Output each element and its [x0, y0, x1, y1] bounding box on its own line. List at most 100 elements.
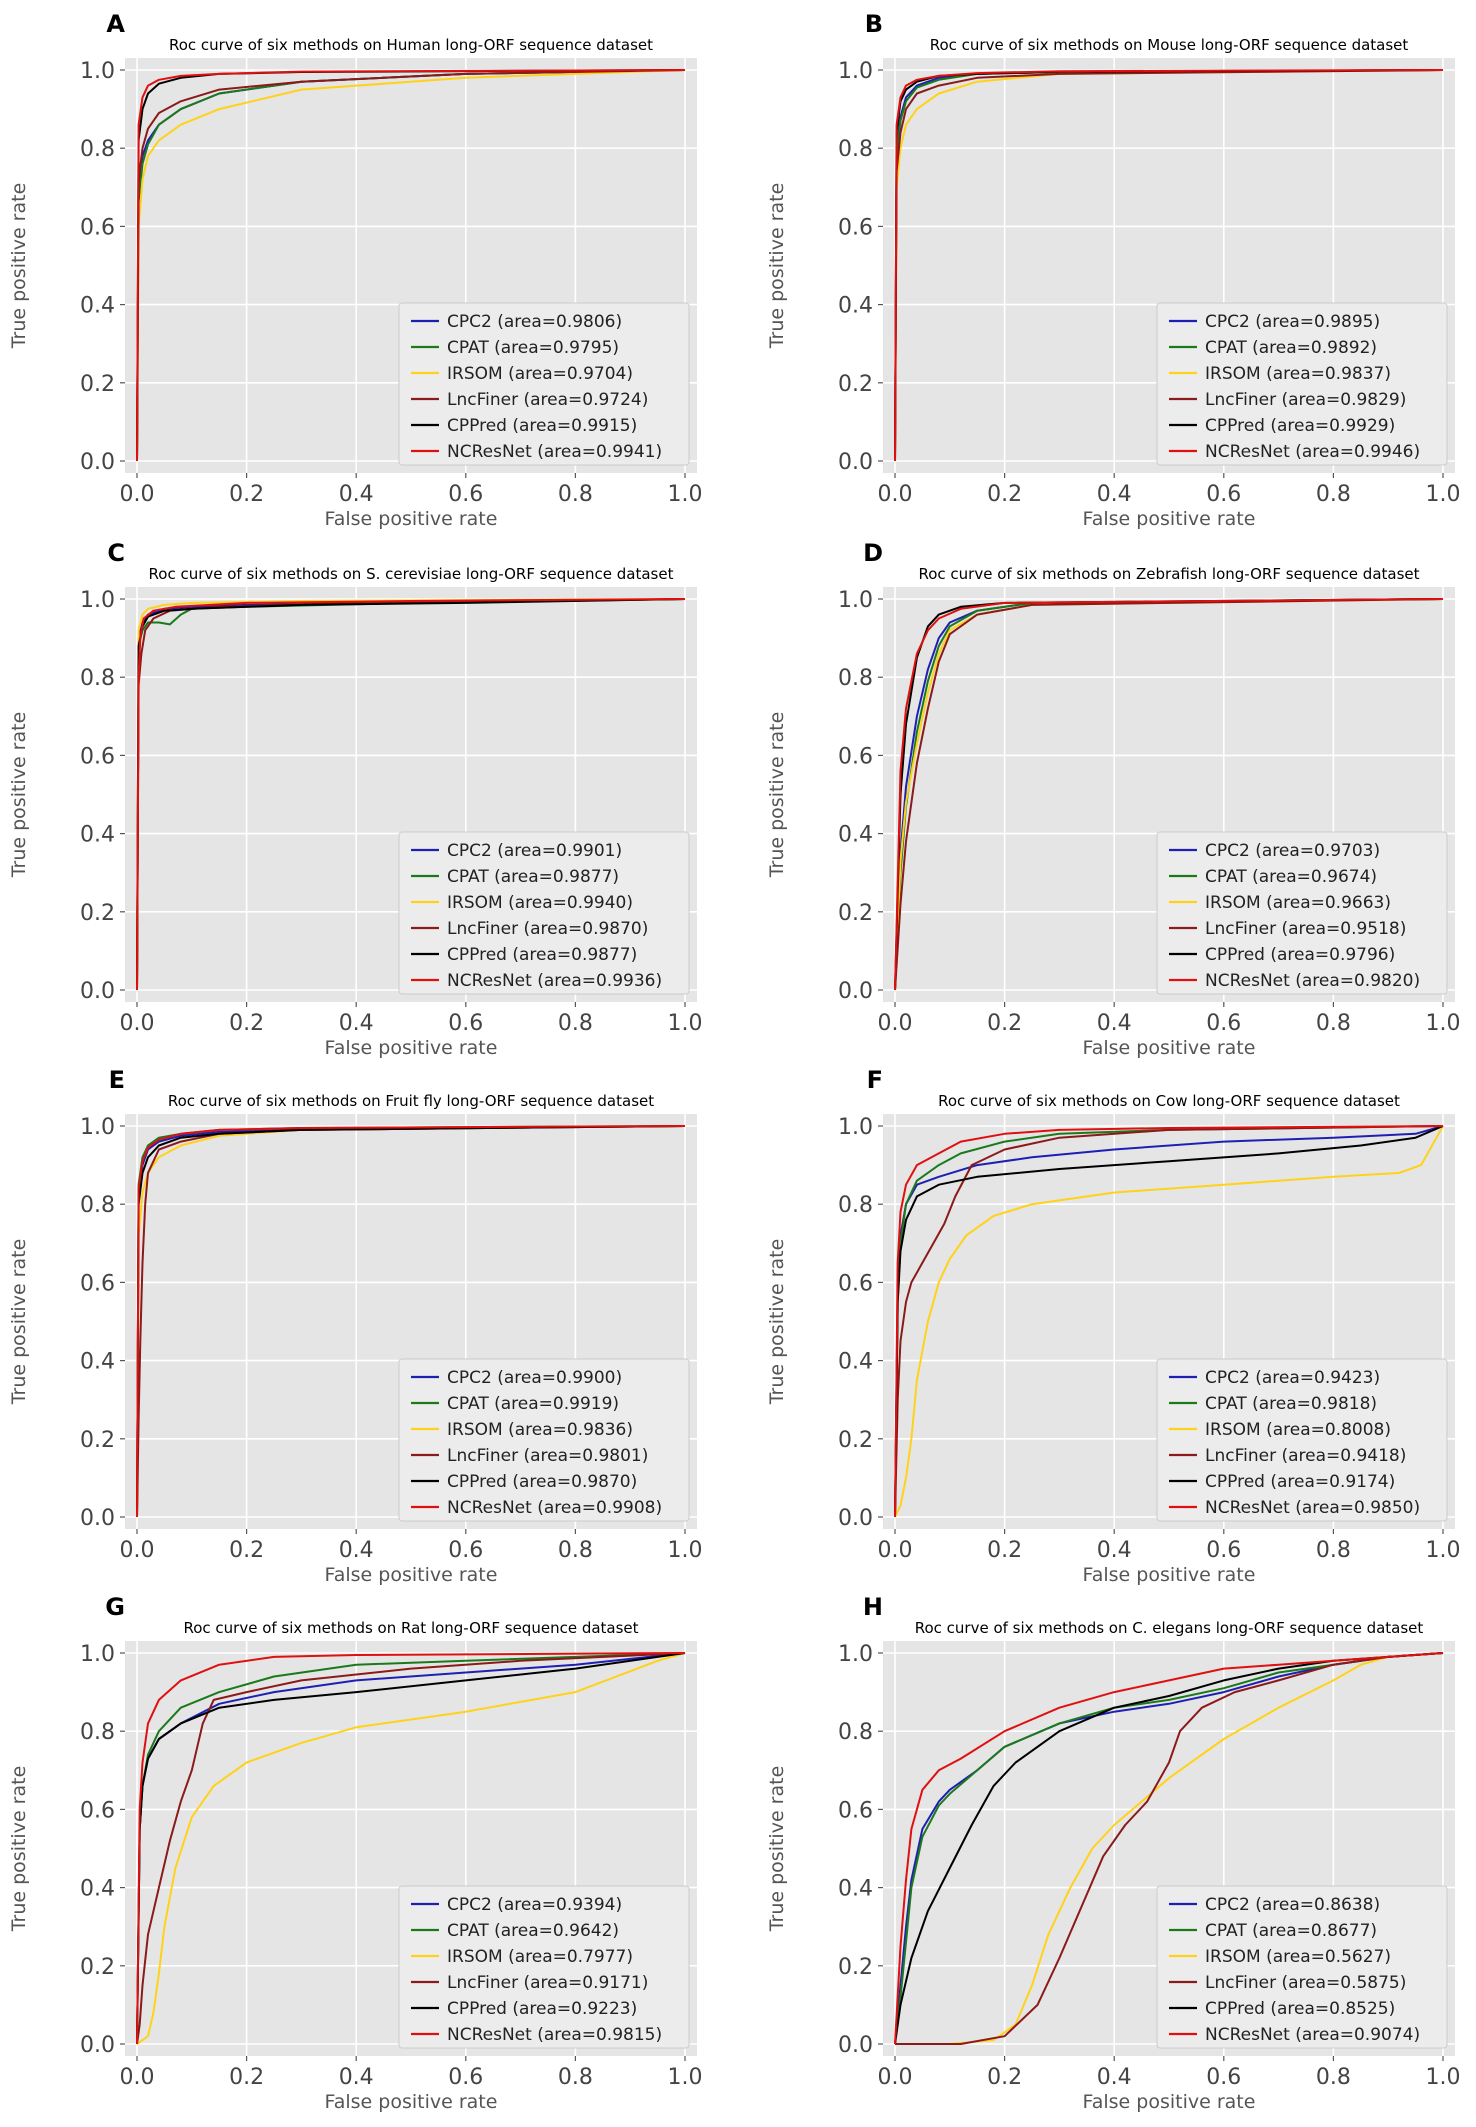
x-tick-label: 0.2 [987, 2065, 1022, 2090]
y-tick-label: 0.0 [838, 1506, 873, 1531]
legend-entry-cppred: CPPred (area=0.9174) [1205, 1472, 1395, 1492]
roc-line-lncfiner [895, 1652, 1444, 2045]
y-tick-label: 0.0 [80, 450, 115, 475]
x-tick-label: 0.0 [878, 2065, 913, 2090]
x-tick-label: 0.2 [987, 482, 1022, 507]
x-tick-label: 0.2 [229, 2065, 264, 2090]
roc-line-ncresnet [894, 1125, 1444, 1518]
x-tick-label: 0.4 [1097, 2065, 1132, 2090]
y-tick-label: 0.6 [80, 744, 115, 769]
x-tick-label: 1.0 [1426, 482, 1461, 507]
y-tick-label: 0.0 [838, 2033, 873, 2058]
y-tick-label: 0.2 [80, 372, 115, 397]
x-tick-label: 1.0 [668, 1538, 703, 1563]
y-tick-label: 0.0 [838, 450, 873, 475]
chart-title: Roc curve of six methods on Rat long-ORF… [183, 1619, 638, 1637]
legend-entry-irsom: IRSOM (area=0.9836) [447, 1420, 633, 1440]
y-tick-label: 1.0 [80, 59, 115, 84]
roc-line-lncfiner [894, 69, 1444, 462]
x-tick-label: 0.4 [339, 1011, 374, 1036]
y-axis-label: True positive rate [8, 1766, 30, 1933]
y-tick-label: 1.0 [838, 588, 873, 613]
legend-box [1156, 831, 1448, 995]
y-axis-label: True positive rate [8, 183, 30, 350]
x-tick-label: 0.8 [1316, 1538, 1351, 1563]
y-tick-label: 1.0 [838, 1115, 873, 1140]
legend-entry-cppred: CPPred (area=0.9915) [447, 416, 637, 436]
legend-entry-cppred: CPPred (area=0.9796) [1205, 945, 1395, 965]
x-tick-label: 0.4 [339, 2065, 374, 2090]
y-tick-label: 0.8 [838, 666, 873, 691]
legend-entry-ncresnet: NCResNet (area=0.9936) [447, 971, 662, 991]
legend-entry-cpat: CPAT (area=0.9919) [447, 1394, 619, 1414]
legend-box [398, 302, 690, 466]
legend-entry-lncfiner: LncFiner (area=0.9418) [1205, 1446, 1406, 1466]
x-tick-label: 0.2 [229, 482, 264, 507]
x-tick-label: 0.6 [448, 1011, 483, 1036]
legend-entry-ncresnet: NCResNet (area=0.9850) [1205, 1498, 1420, 1518]
roc-line-ncresnet [894, 69, 1444, 462]
y-tick-label: 0.6 [838, 1798, 873, 1823]
y-tick-label: 1.0 [838, 1642, 873, 1667]
legend-entry-cpat: CPAT (area=0.9795) [447, 338, 619, 358]
legend-entry-ncresnet: NCResNet (area=0.9941) [447, 442, 662, 462]
y-tick-label: 0.2 [838, 372, 873, 397]
panel-letter: E [109, 1066, 125, 1094]
chart-panel-f: F Roc curve of six methods on Cow long-OR… [766, 1066, 1461, 1586]
legend-entry-cpat: CPAT (area=0.9892) [1205, 338, 1377, 358]
chart-title: Roc curve of six methods on S. cerevisia… [149, 565, 674, 583]
x-tick-label: 0.4 [1097, 1011, 1132, 1036]
x-tick-label: 0.8 [558, 1538, 593, 1563]
y-tick-label: 0.2 [838, 1428, 873, 1453]
x-tick-label: 0.0 [878, 1011, 913, 1036]
roc-line-lncfiner [894, 598, 1444, 991]
chart-panel-e: E Roc curve of six methods on Fruit fly l… [8, 1066, 703, 1586]
y-tick-label: 0.6 [80, 215, 115, 240]
y-tick-label: 0.0 [80, 979, 115, 1004]
y-axis-label: True positive rate [766, 712, 788, 879]
y-tick-label: 0.8 [838, 1193, 873, 1218]
x-tick-label: 0.0 [120, 1011, 155, 1036]
y-tick-label: 0.4 [80, 1350, 115, 1375]
panel-letter: B [865, 10, 883, 38]
y-tick-label: 0.6 [838, 744, 873, 769]
roc-line-ncresnet [894, 1652, 1444, 2045]
legend-entry-lncfiner: LncFiner (area=0.9870) [447, 919, 648, 939]
legend-entry-cpat: CPAT (area=0.8677) [1205, 1921, 1377, 1941]
x-axis-label: False positive rate [1083, 1037, 1256, 1059]
y-tick-label: 0.8 [80, 1720, 115, 1745]
legend-entry-lncfiner: LncFiner (area=0.5875) [1205, 1973, 1406, 1993]
x-tick-label: 0.4 [339, 482, 374, 507]
x-tick-label: 0.8 [1316, 482, 1351, 507]
x-tick-label: 0.2 [229, 1011, 264, 1036]
y-tick-label: 0.2 [838, 901, 873, 926]
legend-entry-cppred: CPPred (area=0.9877) [447, 945, 637, 965]
roc-line-lncfiner [136, 69, 686, 462]
y-tick-label: 0.0 [838, 979, 873, 1004]
y-tick-label: 0.8 [80, 666, 115, 691]
legend-entry-irsom: IRSOM (area=0.9940) [447, 893, 633, 913]
x-tick-label: 0.4 [1097, 482, 1132, 507]
legend-entry-ncresnet: NCResNet (area=0.9908) [447, 1498, 662, 1518]
legend-entry-lncfiner: LncFiner (area=0.9801) [447, 1446, 648, 1466]
y-tick-label: 0.8 [80, 137, 115, 162]
legend-entry-cpat: CPAT (area=0.9877) [447, 867, 619, 887]
y-axis-label: True positive rate [766, 183, 788, 350]
panel-letter: F [867, 1066, 883, 1094]
y-tick-label: 0.8 [838, 137, 873, 162]
roc-line-ncresnet [136, 598, 686, 991]
roc-line-irsom [136, 598, 686, 991]
legend-box [1156, 1885, 1448, 2049]
legend-entry-irsom: IRSOM (area=0.8008) [1205, 1420, 1391, 1440]
y-tick-label: 0.6 [80, 1271, 115, 1296]
roc-line-lncfiner [136, 1652, 686, 2045]
panel-letter: G [105, 1593, 125, 1621]
roc-line-ncresnet [136, 1125, 686, 1518]
legend-entry-irsom: IRSOM (area=0.9837) [1205, 364, 1391, 384]
legend-entry-cpat: CPAT (area=0.9642) [447, 1921, 619, 1941]
chart-title: Roc curve of six methods on Mouse long-O… [930, 36, 1409, 54]
roc-line-lncfiner [894, 1125, 1444, 1518]
x-tick-label: 0.4 [339, 1538, 374, 1563]
